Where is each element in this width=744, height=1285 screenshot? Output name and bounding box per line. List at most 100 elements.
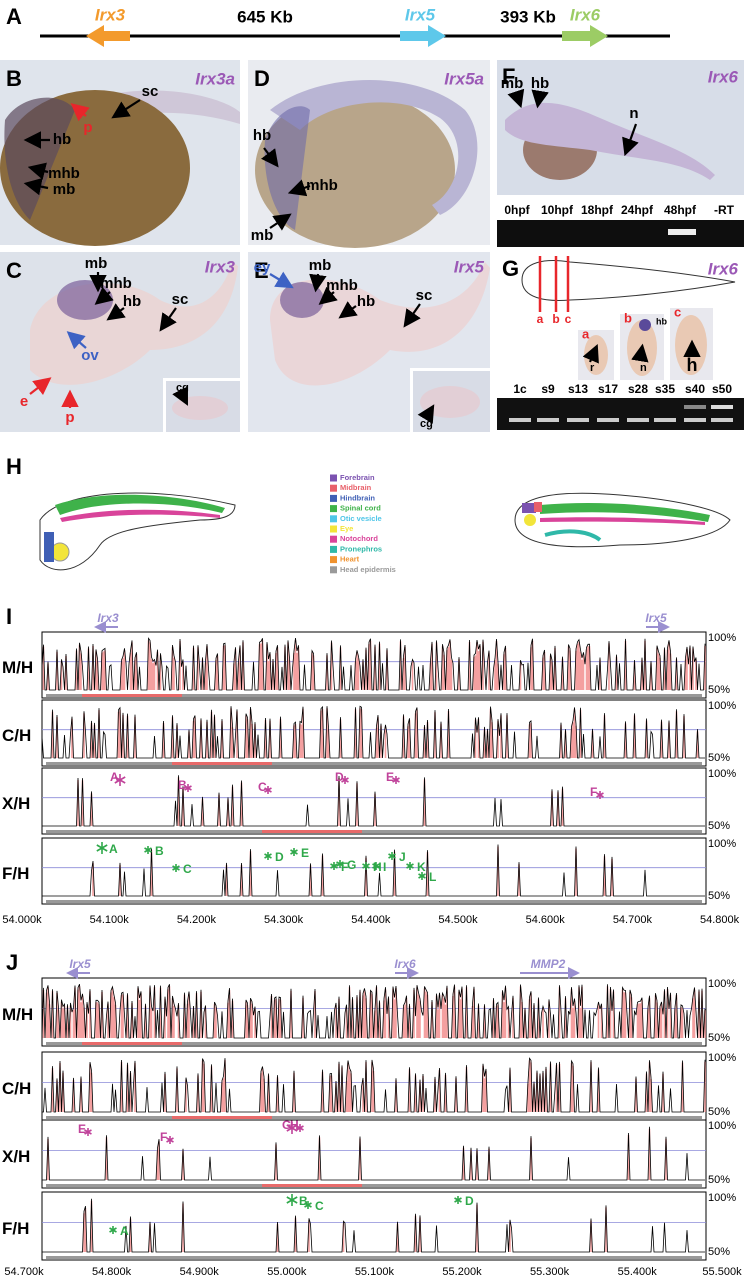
- label: n: [640, 362, 647, 374]
- label: Forebrain: [340, 473, 375, 482]
- gel-band: [567, 418, 589, 422]
- annotation-bar: [46, 762, 702, 765]
- label: 0hpf: [504, 203, 530, 217]
- peak-star: [454, 1197, 462, 1203]
- label: M/H: [2, 658, 33, 677]
- gel-band: [668, 229, 696, 235]
- label: C: [315, 1199, 324, 1213]
- gel-band: [684, 418, 706, 422]
- label: X/H: [2, 1147, 30, 1166]
- annotation-bar: [46, 830, 702, 833]
- label: 55.500k: [702, 1266, 742, 1278]
- peak-star: [296, 1125, 304, 1131]
- label: 393 Kb: [500, 7, 556, 26]
- annotation-bar: [46, 1042, 702, 1045]
- label: F: [160, 1130, 167, 1144]
- label: Irx3: [95, 5, 126, 24]
- label: 50%: [708, 1032, 730, 1044]
- label: J: [6, 950, 18, 975]
- label: I: [383, 860, 386, 874]
- label: p: [83, 119, 92, 136]
- embryo: [505, 102, 715, 180]
- arrow: [531, 89, 549, 109]
- arrow: [622, 123, 639, 157]
- gel-band: [684, 405, 706, 409]
- label: sc: [172, 291, 189, 308]
- stain: [264, 106, 310, 230]
- arrow: [318, 286, 338, 305]
- legend-swatch: [330, 535, 337, 543]
- label: Irx5: [454, 257, 485, 276]
- annotation-bar: [172, 762, 272, 765]
- label: 55.100k: [355, 1266, 395, 1278]
- peak-star: [286, 1124, 298, 1132]
- arrow: [287, 179, 311, 197]
- legend-swatch: [330, 545, 337, 553]
- label: 50%: [708, 890, 730, 902]
- arrow: [172, 386, 188, 406]
- label: 54.000k: [2, 914, 42, 926]
- legend-swatch: [330, 484, 337, 492]
- gene-arrow: [562, 25, 608, 47]
- conserved-fill: [51, 708, 699, 758]
- arrow: [261, 147, 279, 168]
- label: Irx3: [97, 611, 119, 625]
- label: Midbrain: [340, 483, 372, 492]
- label: 645 Kb: [237, 7, 293, 26]
- label: s17: [598, 382, 618, 396]
- legend-swatch: [330, 515, 337, 523]
- label: 24hpf: [621, 203, 654, 217]
- label: cg: [420, 418, 433, 430]
- label: 18hpf: [581, 203, 614, 217]
- label: B: [155, 844, 164, 858]
- arrow: [23, 177, 49, 196]
- label: K: [417, 860, 426, 874]
- gel: [497, 220, 744, 247]
- label: F/H: [2, 1219, 29, 1238]
- label: C: [6, 258, 22, 283]
- label: mhb: [326, 277, 358, 294]
- label: 55.200k: [442, 1266, 482, 1278]
- label: D: [275, 850, 284, 864]
- label: G: [502, 256, 519, 281]
- arrow: [507, 88, 525, 109]
- gel-band: [627, 418, 649, 422]
- label: H: [6, 454, 22, 479]
- label: I: [6, 604, 12, 629]
- label: s28: [628, 382, 648, 396]
- track-frame: [41, 1119, 707, 1189]
- label: F/H: [2, 864, 29, 883]
- conserved-fill: [83, 1200, 607, 1252]
- label: mhb: [100, 275, 132, 292]
- label: F: [341, 860, 348, 874]
- label: 55.000k: [267, 1266, 307, 1278]
- conserved-fill: [42, 986, 706, 1038]
- peak-star: [336, 861, 344, 867]
- label: 100%: [708, 1192, 736, 1204]
- label: 100%: [708, 768, 736, 780]
- legend-swatch: [330, 474, 337, 482]
- arrow: [582, 343, 599, 364]
- peak-star: [388, 853, 396, 859]
- conservation-curve: [42, 1057, 706, 1113]
- embryo-tail: [270, 80, 478, 215]
- label: B: [299, 1194, 308, 1208]
- conservation-curve: [41, 705, 705, 759]
- label: J: [399, 850, 406, 864]
- annotation-bar: [82, 1042, 182, 1045]
- label: A: [6, 4, 22, 29]
- label: h: [687, 355, 698, 375]
- arrow: [29, 377, 52, 396]
- label: MMP2: [531, 957, 566, 971]
- region: [60, 509, 220, 522]
- peak-star: [596, 792, 604, 798]
- label: 54.700k: [613, 914, 653, 926]
- arrow: [111, 99, 141, 119]
- gel-band: [711, 405, 733, 409]
- label: F: [590, 785, 597, 799]
- annotation-bar: [46, 1256, 702, 1259]
- label: n: [629, 105, 638, 122]
- label: mhb: [48, 165, 80, 182]
- region: [55, 494, 225, 515]
- peak-star: [418, 873, 426, 879]
